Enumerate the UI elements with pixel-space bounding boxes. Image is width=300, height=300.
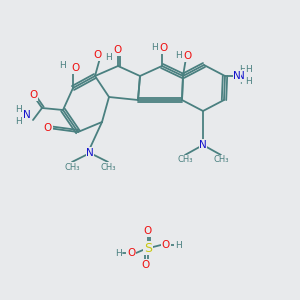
Text: O: O — [162, 240, 170, 250]
Text: O: O — [44, 123, 52, 133]
Text: CH₃: CH₃ — [100, 163, 116, 172]
Text: N: N — [199, 140, 207, 150]
Text: N: N — [86, 148, 94, 158]
Text: CH₃: CH₃ — [213, 155, 229, 164]
Text: O: O — [114, 45, 122, 55]
Text: O: O — [94, 50, 102, 60]
Text: H: H — [16, 116, 22, 125]
Text: H: H — [105, 52, 111, 62]
Text: H: H — [175, 50, 182, 59]
Text: O: O — [29, 90, 37, 100]
Text: S: S — [144, 242, 152, 254]
Text: H: H — [60, 61, 66, 70]
Text: H: H — [246, 77, 252, 86]
Text: O: O — [142, 260, 150, 270]
Text: CH₃: CH₃ — [177, 155, 193, 164]
Text: O: O — [144, 226, 152, 236]
Text: N: N — [237, 71, 245, 81]
Text: O: O — [184, 51, 192, 61]
Text: H: H — [16, 104, 22, 113]
Text: N: N — [233, 71, 241, 81]
Text: H: H — [238, 65, 245, 74]
Text: H: H — [115, 248, 122, 257]
Text: H: H — [175, 241, 182, 250]
Text: H: H — [151, 43, 158, 52]
Text: N: N — [23, 110, 31, 120]
Text: O: O — [160, 43, 168, 53]
Text: H: H — [246, 65, 252, 74]
Text: O: O — [127, 248, 135, 258]
Text: CH₃: CH₃ — [64, 163, 80, 172]
Text: H: H — [238, 76, 245, 85]
Text: O: O — [71, 63, 79, 73]
